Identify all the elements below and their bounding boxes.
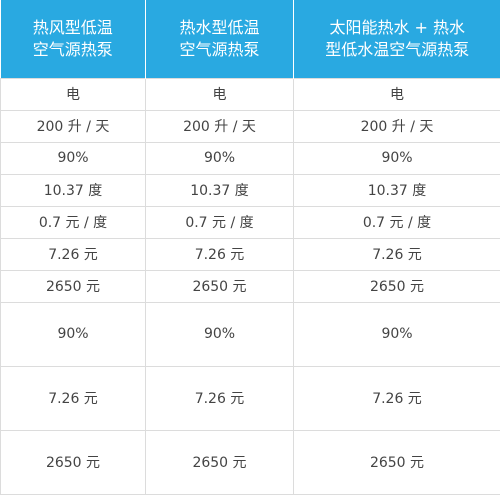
table-cell: 200 升 / 天 <box>0 109 146 143</box>
table-row: 2650 元 2650 元 2650 元 <box>0 269 500 303</box>
table-cell: 200 升 / 天 <box>293 109 500 143</box>
table-row: 7.26 元 7.26 元 7.26 元 <box>0 237 500 271</box>
table-cell: 10.37 度 <box>0 173 146 207</box>
table-cell: 90% <box>293 141 500 175</box>
table-cell: 2650 元 <box>293 429 500 495</box>
table-cell: 90% <box>293 301 500 367</box>
table-row: 7.26 元 7.26 元 7.26 元 <box>0 365 500 431</box>
table-cell: 2650 元 <box>293 269 500 303</box>
table-cell: 2650 元 <box>145 429 294 495</box>
table-cell: 90% <box>145 141 294 175</box>
table-row: 200 升 / 天 200 升 / 天 200 升 / 天 <box>0 109 500 143</box>
table-cell: 0.7 元 / 度 <box>0 205 146 239</box>
table-row: 0.7 元 / 度 0.7 元 / 度 0.7 元 / 度 <box>0 205 500 239</box>
table-row: 90% 90% 90% <box>0 141 500 175</box>
table-header: 热风型低温空气源热泵 热水型低温空气源热泵 太阳能热水 + 热水型低水温空气源热泵 <box>0 0 500 78</box>
table-row: 电电电 <box>0 77 500 111</box>
header-cell: 热水型低温空气源热泵 <box>145 0 294 78</box>
table-cell: 10.37 度 <box>145 173 294 207</box>
table-cell: 电 <box>293 77 500 111</box>
table-cell: 0.7 元 / 度 <box>145 205 294 239</box>
table-cell: 电 <box>145 77 294 111</box>
table-cell: 7.26 元 <box>0 237 146 271</box>
table-cell: 2650 元 <box>0 269 146 303</box>
table-cell: 2650 元 <box>0 429 146 495</box>
header-row: 热风型低温空气源热泵 热水型低温空气源热泵 太阳能热水 + 热水型低水温空气源热泵 <box>0 0 500 78</box>
table-cell: 电 <box>0 77 146 111</box>
table-cell: 7.26 元 <box>293 237 500 271</box>
table-row: 2650 元 2650 元 2650 元 <box>0 429 500 495</box>
header-cell: 太阳能热水 + 热水型低水温空气源热泵 <box>293 0 500 78</box>
table-cell: 90% <box>145 301 294 367</box>
table-row: 10.37 度 10.37 度 10.37 度 <box>0 173 500 207</box>
table-cell: 200 升 / 天 <box>145 109 294 143</box>
table-cell: 7.26 元 <box>293 365 500 431</box>
table-cell: 0.7 元 / 度 <box>293 205 500 239</box>
table-cell: 2650 元 <box>145 269 294 303</box>
table-cell: 7.26 元 <box>0 365 146 431</box>
header-cell: 热风型低温空气源热泵 <box>0 0 146 78</box>
table-cell: 90% <box>0 301 146 367</box>
table-body: 电电电 200 升 / 天 200 升 / 天 200 升 / 天 90% 90% 90% 1… <box>0 77 500 495</box>
table-cell: 10.37 度 <box>293 173 500 207</box>
table-cell: 7.26 元 <box>145 237 294 271</box>
table-row: 90% 90% 90% <box>0 301 500 367</box>
table-cell: 90% <box>0 141 146 175</box>
table-cell: 7.26 元 <box>145 365 294 431</box>
